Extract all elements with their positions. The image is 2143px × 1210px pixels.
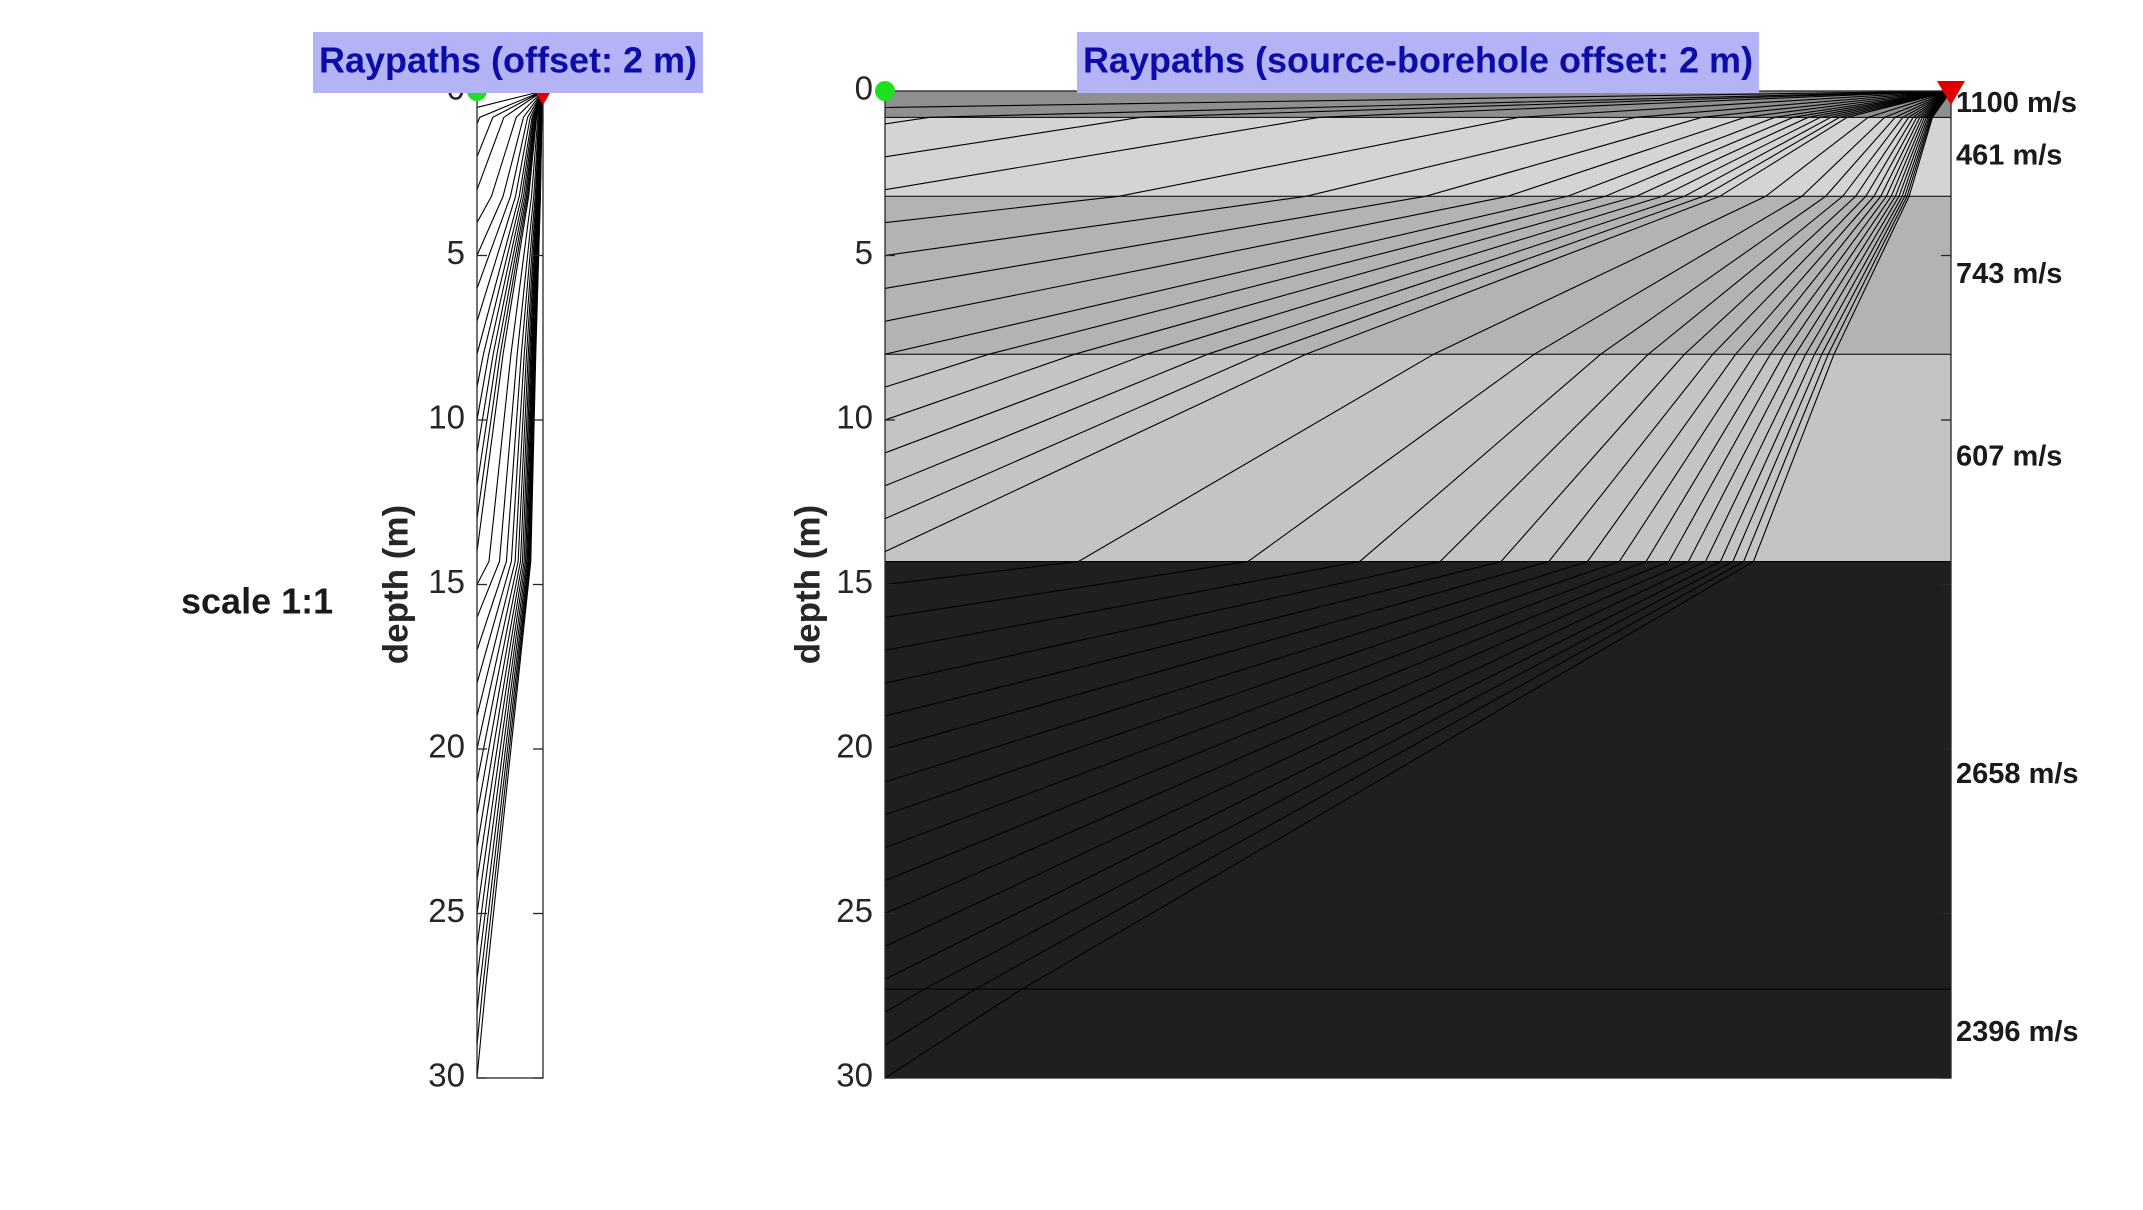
raypath: [884, 90, 1952, 158]
raypath: [884, 90, 1952, 421]
raypath: [476, 90, 544, 223]
raypath: [884, 90, 1952, 322]
raypath: [884, 90, 1952, 947]
raypath: [884, 90, 1952, 586]
title-box: [312, 32, 704, 93]
panel-1: 1100 m/s 461 m/s 743 m/s 607 m/s 2658 m/s 239…: [788, 32, 2079, 1094]
raypath: [476, 90, 544, 158]
raypath: [884, 90, 1952, 191]
y-tick-label: 20: [836, 728, 873, 765]
velocity-label: 2396 m/s: [1956, 1016, 2079, 1048]
layer: [885, 354, 1951, 562]
raypath: [884, 90, 1952, 125]
velocity-label: 1100 m/s: [1956, 87, 2077, 119]
velocity-label: 2658 m/s: [1956, 758, 2079, 790]
raypath: [476, 90, 544, 585]
raypath: [884, 90, 1952, 980]
layer: [885, 561, 1951, 990]
raypath: [884, 90, 1952, 289]
raypath: [884, 90, 1952, 454]
receiver-marker: [875, 81, 895, 101]
raypath: [476, 90, 544, 256]
layer: [885, 989, 1951, 1078]
title-box: [1076, 32, 1760, 93]
raypath: [476, 90, 544, 190]
raypath: [476, 90, 544, 108]
raypath: [884, 90, 1952, 882]
raypath: [884, 90, 1952, 224]
raypath: [884, 90, 1952, 717]
raypath: [884, 90, 1952, 816]
y-axis-label: depth (m): [376, 505, 415, 664]
y-tick-label: 25: [836, 892, 873, 929]
raypath: [476, 90, 544, 322]
raypath: [476, 90, 544, 125]
raypath: [884, 90, 1952, 553]
raypath: [476, 90, 544, 552]
velocity-label: 607 m/s: [1956, 440, 2062, 472]
y-tick-label: 15: [836, 563, 873, 600]
raypath: [476, 90, 544, 388]
y-tick-label: 5: [855, 234, 873, 271]
y-tick-label: 0: [855, 70, 873, 107]
y-tick-label: 30: [836, 1057, 873, 1094]
raypath: [884, 90, 1952, 1013]
raypath: [884, 90, 1952, 355]
y-tick-label: 15: [428, 563, 465, 600]
raypath: [884, 90, 1952, 684]
layer: [885, 117, 1951, 197]
raypath: [884, 90, 1952, 750]
y-tick-label: 20: [428, 728, 465, 765]
raypath: [884, 90, 1952, 915]
y-tick-label: 5: [447, 234, 465, 271]
y-tick-label: 30: [428, 1057, 465, 1094]
y-tick-label: 25: [428, 892, 465, 929]
raypath: [884, 90, 1952, 1079]
layer: [885, 196, 1951, 355]
source-marker: [1937, 81, 1965, 105]
raypath: [884, 90, 1952, 618]
raypath: [884, 90, 1952, 388]
raypath: [884, 90, 1952, 783]
y-axis-label: depth (m): [788, 505, 827, 664]
y-tick-label: 10: [428, 399, 465, 436]
y-tick-label: 10: [836, 399, 873, 436]
raypath: [884, 90, 1952, 257]
raypath: [884, 90, 1952, 1046]
raypath: [476, 90, 544, 289]
raypath: [884, 90, 1952, 651]
chart-title: Raypaths (offset: 2 m): [319, 40, 697, 81]
raypath: [884, 90, 1952, 849]
raypath: [476, 90, 544, 1079]
scale-note: scale 1:1: [181, 581, 333, 622]
raypath: [884, 90, 1952, 520]
chart-title: Raypaths (source-borehole offset: 2 m): [1083, 40, 1753, 81]
raypath: [884, 90, 1952, 108]
raypath: [884, 90, 1952, 487]
velocity-label: 743 m/s: [1956, 258, 2062, 290]
velocity-label: 461 m/s: [1956, 139, 2062, 171]
